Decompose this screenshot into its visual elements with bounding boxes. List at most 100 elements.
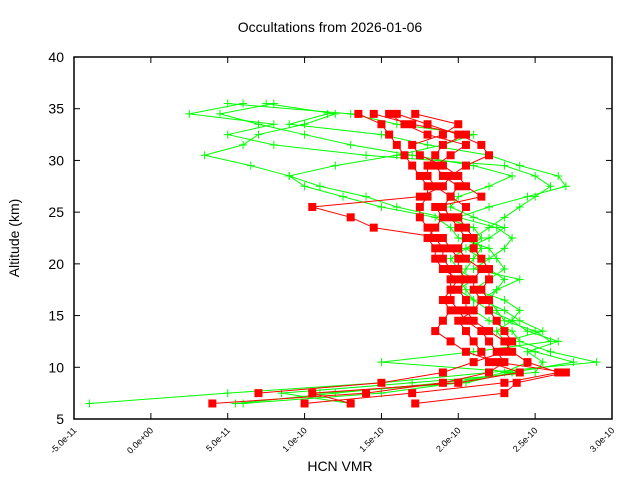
- data-point-square: [454, 316, 463, 325]
- data-point-square: [454, 120, 463, 129]
- y-tick-label: 30: [48, 152, 64, 168]
- data-point-square: [454, 275, 463, 284]
- data-point-plus: [500, 306, 509, 315]
- data-point-square: [469, 306, 478, 315]
- data-point-plus: [277, 389, 286, 398]
- data-point-plus: [362, 151, 371, 160]
- data-point-square: [377, 120, 386, 129]
- data-point-square: [461, 347, 470, 356]
- data-point-square: [485, 275, 494, 284]
- data-point-square: [492, 358, 501, 367]
- data-point-square: [461, 223, 470, 232]
- data-point-square: [477, 254, 486, 263]
- plot-frame: [73, 56, 613, 420]
- data-point-plus: [515, 306, 524, 315]
- x-tick-label: 5.0e-11: [204, 425, 232, 453]
- data-point-square: [508, 347, 517, 356]
- data-point-plus: [492, 285, 501, 294]
- data-point-square: [512, 378, 521, 387]
- data-point-square: [423, 171, 432, 180]
- data-point-plus: [515, 275, 524, 284]
- data-point-square: [485, 337, 494, 346]
- data-point-plus: [500, 265, 509, 274]
- data-point-square: [415, 213, 424, 222]
- data-point-plus: [254, 120, 263, 129]
- data-point-plus: [461, 265, 470, 274]
- data-point-plus: [269, 99, 278, 108]
- data-point-square: [500, 378, 509, 387]
- data-point-square: [454, 182, 463, 191]
- data-point-plus: [485, 202, 494, 211]
- data-point-square: [423, 192, 432, 201]
- data-point-plus: [485, 316, 494, 325]
- data-point-square: [423, 234, 432, 242]
- data-point-square: [500, 358, 509, 367]
- series-line: [289, 113, 574, 394]
- data-point-plus: [408, 151, 417, 160]
- data-point-plus: [469, 161, 478, 170]
- chart-title: Occultations from 2026-01-06: [238, 19, 423, 35]
- data-point-square: [431, 244, 440, 253]
- data-point-square: [392, 109, 401, 118]
- data-point-plus: [538, 327, 547, 336]
- data-point-plus: [331, 161, 340, 170]
- data-point-plus: [85, 399, 94, 408]
- data-point-square: [485, 296, 494, 305]
- x-tick-label: 2.0e-10: [434, 425, 463, 454]
- data-point-square: [454, 171, 463, 180]
- data-point-plus: [423, 140, 432, 149]
- data-point-plus: [285, 171, 294, 180]
- data-point-square: [431, 151, 440, 160]
- data-point-plus: [262, 99, 271, 108]
- x-tick-label: 3.0e-10: [588, 425, 617, 454]
- data-point-plus: [538, 358, 547, 367]
- data-point-plus: [461, 244, 470, 253]
- data-point-square: [438, 130, 447, 139]
- data-point-plus: [531, 192, 540, 201]
- series-0: [85, 99, 601, 408]
- data-point-square: [469, 244, 478, 253]
- data-point-square: [461, 161, 470, 170]
- data-point-plus: [508, 234, 517, 242]
- data-point-square: [477, 265, 486, 274]
- data-point-square: [411, 109, 420, 118]
- data-point-plus: [492, 254, 501, 263]
- data-point-plus: [469, 265, 478, 274]
- data-point-square: [346, 213, 355, 222]
- data-point-plus: [231, 399, 240, 408]
- data-point-plus: [346, 109, 355, 118]
- data-point-square: [438, 161, 447, 170]
- data-point-square: [461, 296, 470, 305]
- data-point-square: [500, 337, 509, 346]
- data-point-square: [454, 244, 463, 253]
- data-point-square: [454, 213, 463, 222]
- data-point-plus: [377, 130, 386, 139]
- data-point-square: [485, 327, 494, 336]
- data-point-square: [308, 202, 317, 211]
- data-point-plus: [454, 192, 463, 201]
- x-tick-label: 2.5e-10: [511, 425, 540, 454]
- data-point-square: [438, 368, 447, 377]
- data-point-square: [438, 265, 447, 274]
- data-point-plus: [546, 182, 555, 191]
- data-point-square: [431, 254, 440, 263]
- data-point-square: [446, 265, 455, 274]
- data-point-plus: [515, 337, 524, 346]
- data-point-plus: [331, 389, 340, 398]
- data-point-plus: [554, 171, 563, 180]
- data-point-plus: [223, 99, 232, 108]
- x-axis-label: HCN VMR: [307, 458, 372, 474]
- data-point-plus: [469, 130, 478, 139]
- data-point-square: [454, 306, 463, 315]
- data-point-square: [431, 161, 440, 170]
- data-point-square: [446, 306, 455, 315]
- data-point-plus: [239, 399, 248, 408]
- data-point-square: [515, 368, 524, 377]
- data-point-square: [477, 140, 486, 149]
- series-9: [254, 109, 517, 398]
- data-point-square: [408, 161, 417, 170]
- data-point-square: [392, 140, 401, 149]
- data-point-square: [485, 265, 494, 274]
- data-point-plus: [492, 306, 501, 315]
- y-axis-label: Altitude (km): [6, 199, 22, 278]
